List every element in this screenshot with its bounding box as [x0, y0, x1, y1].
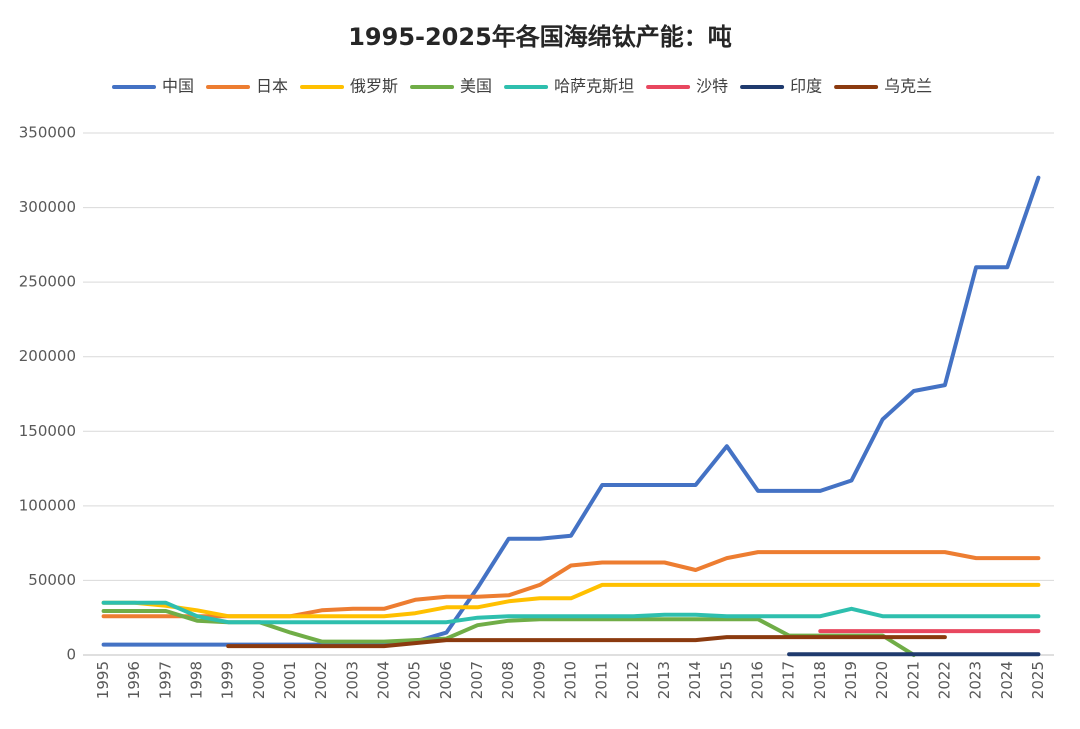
x-tick-label: 2004: [375, 661, 393, 699]
x-tick-label: 2002: [312, 661, 330, 699]
x-tick-label: 2018: [811, 661, 829, 699]
legend-text: 乌克兰: [884, 77, 932, 96]
x-tick-label: 1995: [94, 661, 112, 699]
x-tick-label: 1996: [125, 661, 143, 699]
y-tick-label: 350000: [19, 124, 76, 142]
x-tick-label: 2008: [499, 661, 517, 699]
x-tick-label: 1998: [188, 661, 206, 699]
x-tick-label: 1997: [156, 661, 174, 699]
legend-text: 哈萨克斯坦: [554, 77, 634, 96]
series-line: [101, 582, 1041, 619]
x-tick-label: 2006: [437, 661, 455, 699]
x-tick-label: 2011: [593, 661, 611, 699]
legend-text: 沙特: [696, 77, 728, 96]
y-tick-label: 100000: [19, 496, 76, 514]
x-tick-label: 2017: [780, 661, 798, 699]
legend-text: 日本: [256, 77, 288, 96]
x-tick-label: 2007: [468, 661, 486, 699]
y-tick-label: 50000: [28, 571, 76, 589]
x-tick-label: 2023: [967, 661, 985, 699]
legend-text: 俄罗斯: [350, 77, 398, 96]
y-tick-label: 250000: [19, 273, 76, 291]
x-tick-label: 2020: [873, 661, 891, 699]
x-tick-label: 2001: [281, 661, 299, 699]
x-tick-label: 2012: [624, 661, 642, 699]
y-tick-label: 200000: [19, 347, 76, 365]
x-tick-label: 2015: [717, 661, 735, 699]
legend-text: 中国: [162, 77, 194, 96]
legend-text: 美国: [460, 77, 492, 96]
x-tick-label: 1999: [219, 661, 237, 699]
x-tick-label: 2025: [1029, 661, 1047, 699]
series-line: [101, 600, 1041, 625]
x-tick-label: 2014: [686, 661, 704, 699]
y-tick-label: 150000: [19, 422, 76, 440]
y-tick-label: 300000: [19, 198, 76, 216]
x-tick-label: 2021: [904, 661, 922, 699]
x-tick-label: 2009: [530, 661, 548, 699]
x-tick-label: 2005: [406, 661, 424, 699]
series-line: [226, 635, 947, 649]
x-tick-label: 2003: [343, 661, 361, 699]
x-tick-label: 2010: [562, 661, 580, 699]
y-tick-label: 0: [66, 646, 76, 664]
x-tick-label: 2016: [748, 661, 766, 699]
legend-text: 印度: [790, 77, 822, 96]
series-line: [101, 175, 1041, 647]
chart-title: 1995-2025年各国海绵钛产能：吨: [348, 23, 732, 51]
x-tick-label: 2024: [998, 661, 1016, 699]
x-tick-label: 2019: [842, 661, 860, 699]
x-tick-label: 2000: [250, 661, 268, 699]
x-tick-label: 2022: [935, 661, 953, 699]
x-tick-label: 2013: [655, 661, 673, 699]
